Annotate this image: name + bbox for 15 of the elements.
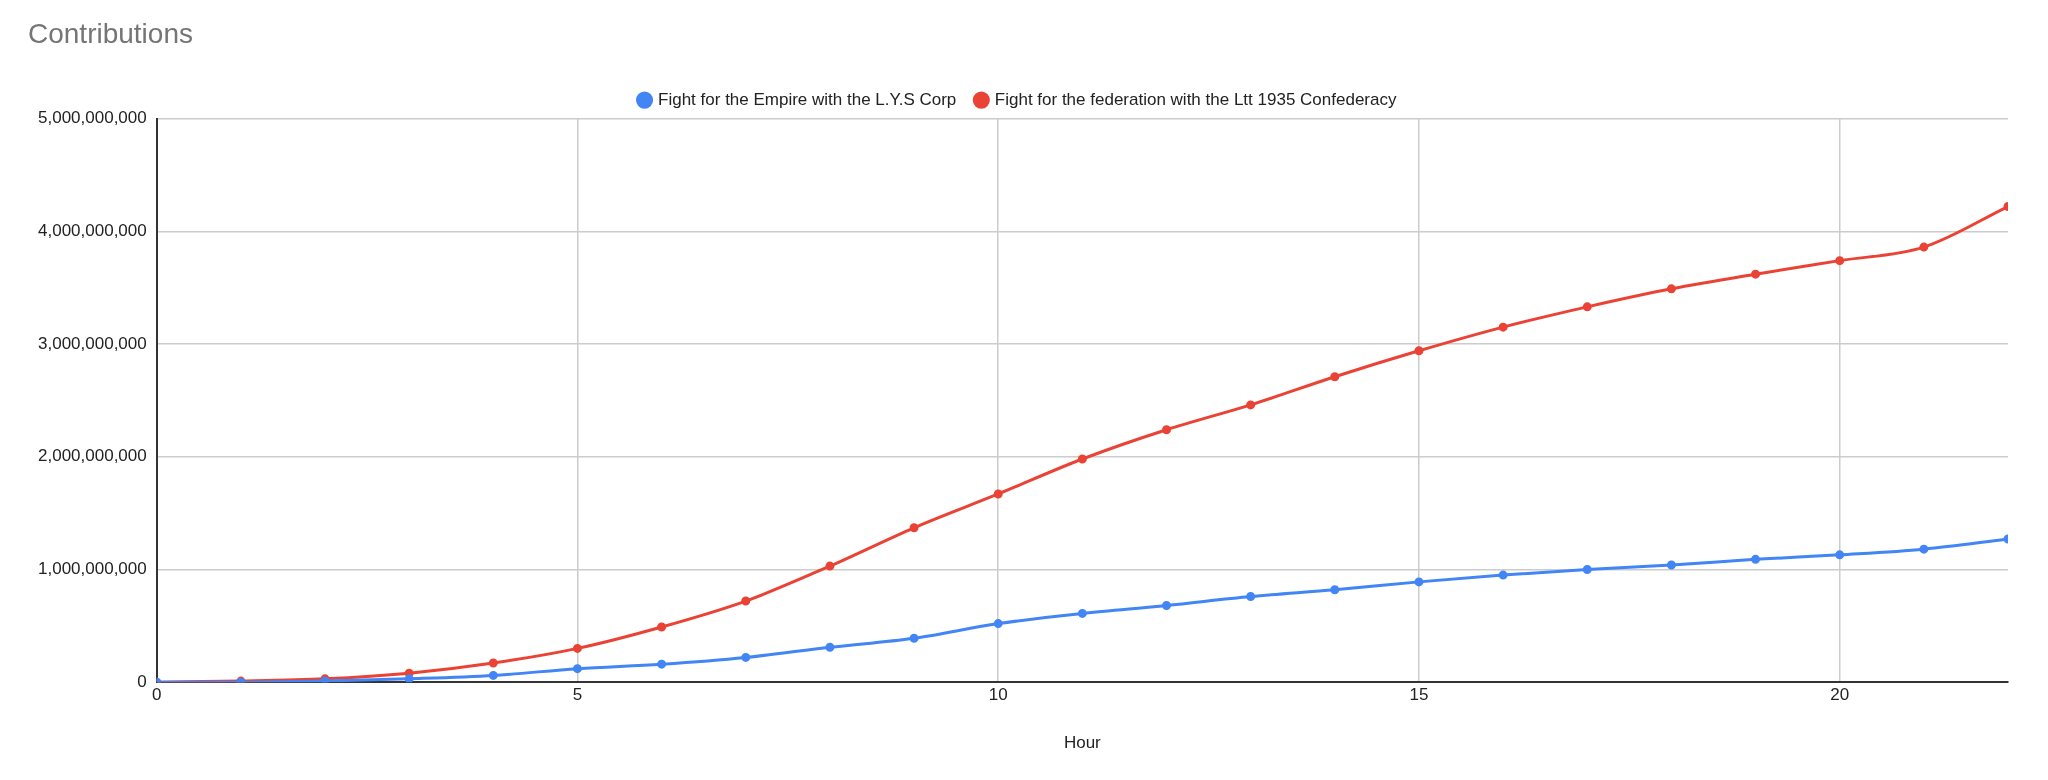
y-tick-label: 1,000,000,000 (38, 559, 147, 579)
x-tick-label: 5 (572, 685, 583, 705)
legend-label: Fight for the federation with the Ltt 1935 Confederacy (994, 89, 1397, 109)
x-tick-label: 20 (1830, 685, 1850, 705)
y-tick-label: 0 (137, 671, 147, 691)
chart-title: Contributions (28, 17, 193, 49)
y-tick-label: 5,000,000,000 (38, 108, 147, 128)
y-tick-label: 4,000,000,000 (38, 221, 147, 241)
legend-label: Fight for the Empire with the L.Y.S Corp (658, 89, 957, 109)
x-tick-label: 10 (988, 685, 1008, 705)
y-tick-label: 2,000,000,000 (38, 446, 147, 466)
x-tick-label: 15 (1409, 685, 1429, 705)
y-tick-label: 3,000,000,000 (38, 333, 147, 353)
x-axis-title: Hour (1063, 733, 1102, 753)
x-tick-label: 0 (151, 685, 162, 705)
